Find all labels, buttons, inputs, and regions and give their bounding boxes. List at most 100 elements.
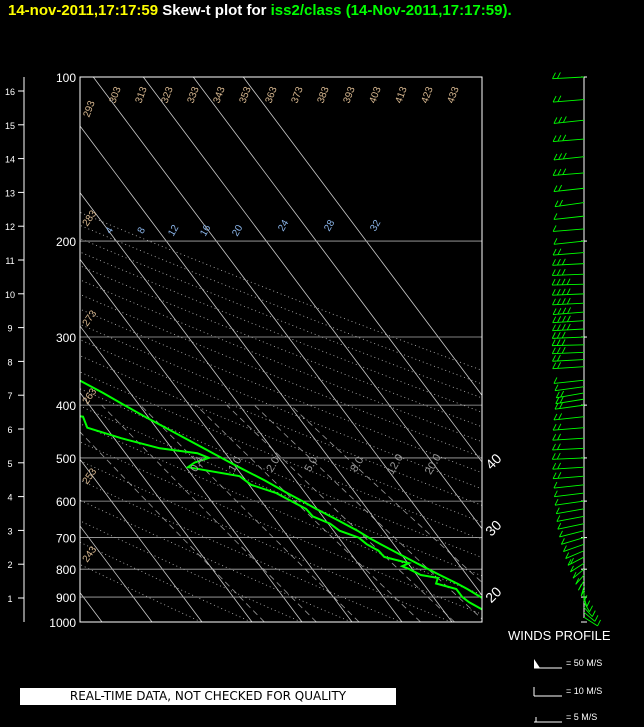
wind-barb-shaft bbox=[553, 215, 585, 220]
wind-barb bbox=[553, 490, 585, 498]
mixing-ratio-label: 4 bbox=[104, 225, 117, 236]
dry-adiabat bbox=[80, 238, 482, 399]
wind-barb-flag bbox=[565, 552, 570, 559]
wind-barb-flag bbox=[562, 315, 566, 323]
wind-barb bbox=[552, 72, 585, 80]
wind-barb bbox=[551, 278, 585, 286]
wind-barb-flag bbox=[552, 298, 556, 306]
wind-barb-shaft bbox=[565, 550, 585, 560]
wind-barb bbox=[559, 530, 585, 538]
wind-barb-shaft bbox=[556, 515, 585, 522]
wind-barb-flag bbox=[553, 413, 558, 421]
height-tick-label: 12 bbox=[5, 222, 15, 232]
wind-barb-flag bbox=[557, 443, 561, 450]
wind-barb bbox=[570, 562, 585, 573]
wind-barb-flag bbox=[575, 578, 580, 585]
height-tick-label: 5 bbox=[7, 459, 12, 469]
wind-barb-shaft bbox=[570, 562, 585, 573]
isotherm bbox=[0, 77, 2, 622]
height-tick-label: 11 bbox=[5, 256, 14, 266]
wind-barb-flag bbox=[557, 72, 561, 79]
wind-barb-flag bbox=[559, 402, 563, 409]
pressure-tick-900: 900 bbox=[56, 591, 76, 605]
dry-adiabat-label: 313 bbox=[134, 85, 150, 105]
wind-barb bbox=[565, 550, 585, 560]
wind-barb-flag bbox=[559, 530, 563, 538]
wind-barb bbox=[552, 225, 585, 232]
mixing-ratio-label: 12.0 bbox=[385, 452, 406, 477]
wind-barb-shaft bbox=[553, 187, 585, 192]
wind-barb-flag bbox=[562, 152, 567, 160]
dry-adiabat bbox=[80, 265, 482, 428]
wind-barb-shaft bbox=[553, 475, 585, 480]
wind-barb-flag bbox=[552, 472, 557, 479]
wind-barb-flag bbox=[551, 453, 556, 460]
wind-barb-flag bbox=[561, 347, 566, 354]
wind-barb-shaft bbox=[583, 616, 598, 627]
wind-barb-flag bbox=[597, 619, 601, 627]
wind-barb-flag bbox=[557, 324, 561, 331]
pressure-tick-100: 100 bbox=[56, 71, 76, 85]
pressure-tick-300: 300 bbox=[56, 331, 76, 345]
dry-adiabat-label: 413 bbox=[394, 85, 410, 105]
winds-profile-title: WINDS PROFILE bbox=[508, 628, 611, 643]
wind-barb bbox=[552, 315, 585, 324]
wind-barb-flag bbox=[561, 278, 566, 285]
wind-barb-flag bbox=[566, 315, 571, 322]
mixing-ratio-line bbox=[80, 431, 265, 622]
dry-adiabat bbox=[80, 460, 452, 622]
dry-adiabat bbox=[80, 279, 482, 443]
wind-barb bbox=[554, 402, 585, 410]
wind-barb-flag bbox=[567, 559, 572, 566]
wind-barb-shaft bbox=[554, 500, 585, 506]
wind-barb-flag bbox=[558, 153, 563, 160]
dry-adiabat-label: 253 bbox=[81, 466, 100, 486]
pressure-tick-500: 500 bbox=[56, 452, 76, 466]
wind-barb bbox=[552, 362, 585, 370]
height-tick-label: 15 bbox=[5, 121, 15, 131]
height-tick-label: 10 bbox=[5, 290, 15, 300]
wind-barb-flag bbox=[553, 153, 558, 161]
wind-barb-flag bbox=[556, 331, 561, 339]
dry-adiabat bbox=[80, 371, 482, 541]
dry-adiabat-label: 423 bbox=[420, 85, 436, 105]
plot-area bbox=[0, 77, 482, 622]
wind-barb-flag bbox=[561, 323, 566, 331]
wind-barb bbox=[552, 354, 585, 362]
height-tick-label: 2 bbox=[7, 560, 12, 570]
dry-adiabat-label: 303 bbox=[108, 85, 124, 105]
wind-key-10-label: = 10 M/S bbox=[566, 686, 603, 696]
wind-barb-shaft bbox=[583, 596, 588, 607]
wind-barb-flag bbox=[557, 316, 561, 323]
wind-barb-shaft bbox=[557, 523, 585, 530]
wind-barb bbox=[553, 238, 585, 245]
dry-adiabat bbox=[80, 564, 202, 622]
wind-pennant-icon bbox=[534, 659, 562, 669]
wind-barb-shaft bbox=[555, 398, 585, 405]
isotherm bbox=[142, 77, 482, 530]
dry-adiabat-label: 323 bbox=[160, 85, 176, 105]
wind-barb-shaft bbox=[583, 611, 596, 622]
dry-adiabat-label: 343 bbox=[212, 85, 228, 105]
wind-barb-shaft bbox=[556, 392, 585, 399]
wind-barb-flag bbox=[557, 362, 561, 369]
wind-barb-flag bbox=[552, 259, 556, 266]
wind-barb bbox=[555, 507, 585, 515]
wind-barb bbox=[551, 288, 585, 296]
wind-barb bbox=[555, 396, 585, 405]
wind-barb-flag bbox=[552, 433, 557, 441]
wind-barb-flag bbox=[554, 498, 559, 506]
dry-adiabat bbox=[80, 541, 252, 622]
wind-barb-flag bbox=[562, 134, 567, 142]
temp-tick-right: 20 bbox=[482, 583, 504, 605]
dry-adiabat-label: 433 bbox=[446, 85, 462, 105]
wind-barb-flag bbox=[561, 331, 566, 339]
wind-barb-shaft bbox=[554, 404, 585, 410]
wind-barb-flag bbox=[551, 339, 556, 346]
wind-barb-flag bbox=[556, 288, 561, 296]
wind-barb-flag bbox=[586, 600, 591, 607]
wind-barb bbox=[553, 184, 585, 192]
isotherm bbox=[242, 77, 482, 397]
wind-barb-flag bbox=[556, 269, 561, 276]
wind-barb-flag bbox=[559, 396, 564, 404]
